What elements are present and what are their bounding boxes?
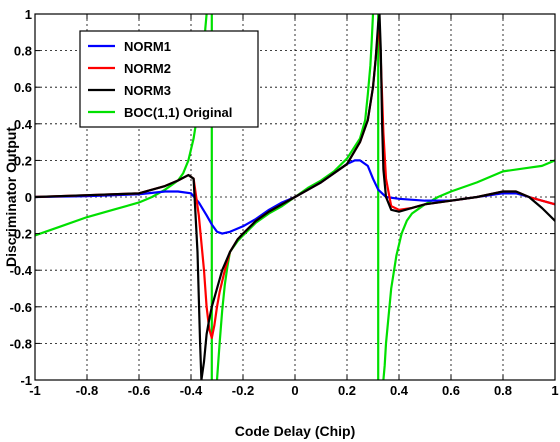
x-tick-label: -0.2: [232, 383, 254, 398]
x-axis-label: Code Delay (Chip): [235, 423, 356, 439]
y-tick-label: 0.6: [14, 80, 32, 95]
y-tick-label: 0.2: [14, 153, 32, 168]
series-line: [382, 159, 555, 380]
series-2: [35, 14, 555, 380]
x-tick-label: -0.8: [76, 383, 98, 398]
y-axis-ticks: -1 -0.8 -0.6 -0.4 -0.2 0 0.2 0.4 0.6 0.8 1: [10, 7, 555, 388]
x-tick-label: 0.8: [494, 383, 512, 398]
x-axis-ticks: -1 -0.8 -0.6 -0.4 -0.2 0 0.2 0.4 0.6 0.8 1: [29, 14, 559, 398]
y-tick-label: -0.8: [10, 336, 32, 351]
series-line: [35, 14, 555, 380]
legend: NORM1 NORM2 NORM3 BOC(1,1) Original: [79, 30, 259, 128]
y-tick-label: 0.8: [14, 44, 32, 59]
y-axis-label: Discriminator Output: [3, 127, 19, 267]
series-line: [215, 14, 375, 380]
legend-label: NORM3: [124, 83, 171, 98]
legend-label: BOC(1,1) Original: [124, 105, 232, 120]
y-tick-label: 0: [25, 190, 32, 205]
legend-label: NORM1: [124, 39, 171, 54]
y-tick-label: -0.4: [10, 263, 33, 278]
y-tick-label: 1: [25, 7, 32, 22]
y-tick-label: -1: [20, 373, 32, 388]
x-tick-label: -1: [29, 383, 41, 398]
x-tick-label: 1: [551, 383, 558, 398]
x-tick-label: 0.2: [338, 383, 356, 398]
x-tick-label: 0.6: [442, 383, 460, 398]
x-tick-label: -0.6: [128, 383, 150, 398]
legend-label: NORM2: [124, 61, 171, 76]
y-tick-label: 0.4: [14, 117, 33, 132]
x-tick-label: 0.4: [390, 383, 409, 398]
y-tick-label: -0.2: [10, 227, 32, 242]
x-tick-label: -0.4: [180, 383, 203, 398]
x-tick-label: 0: [291, 383, 298, 398]
y-tick-label: -0.6: [10, 300, 32, 315]
